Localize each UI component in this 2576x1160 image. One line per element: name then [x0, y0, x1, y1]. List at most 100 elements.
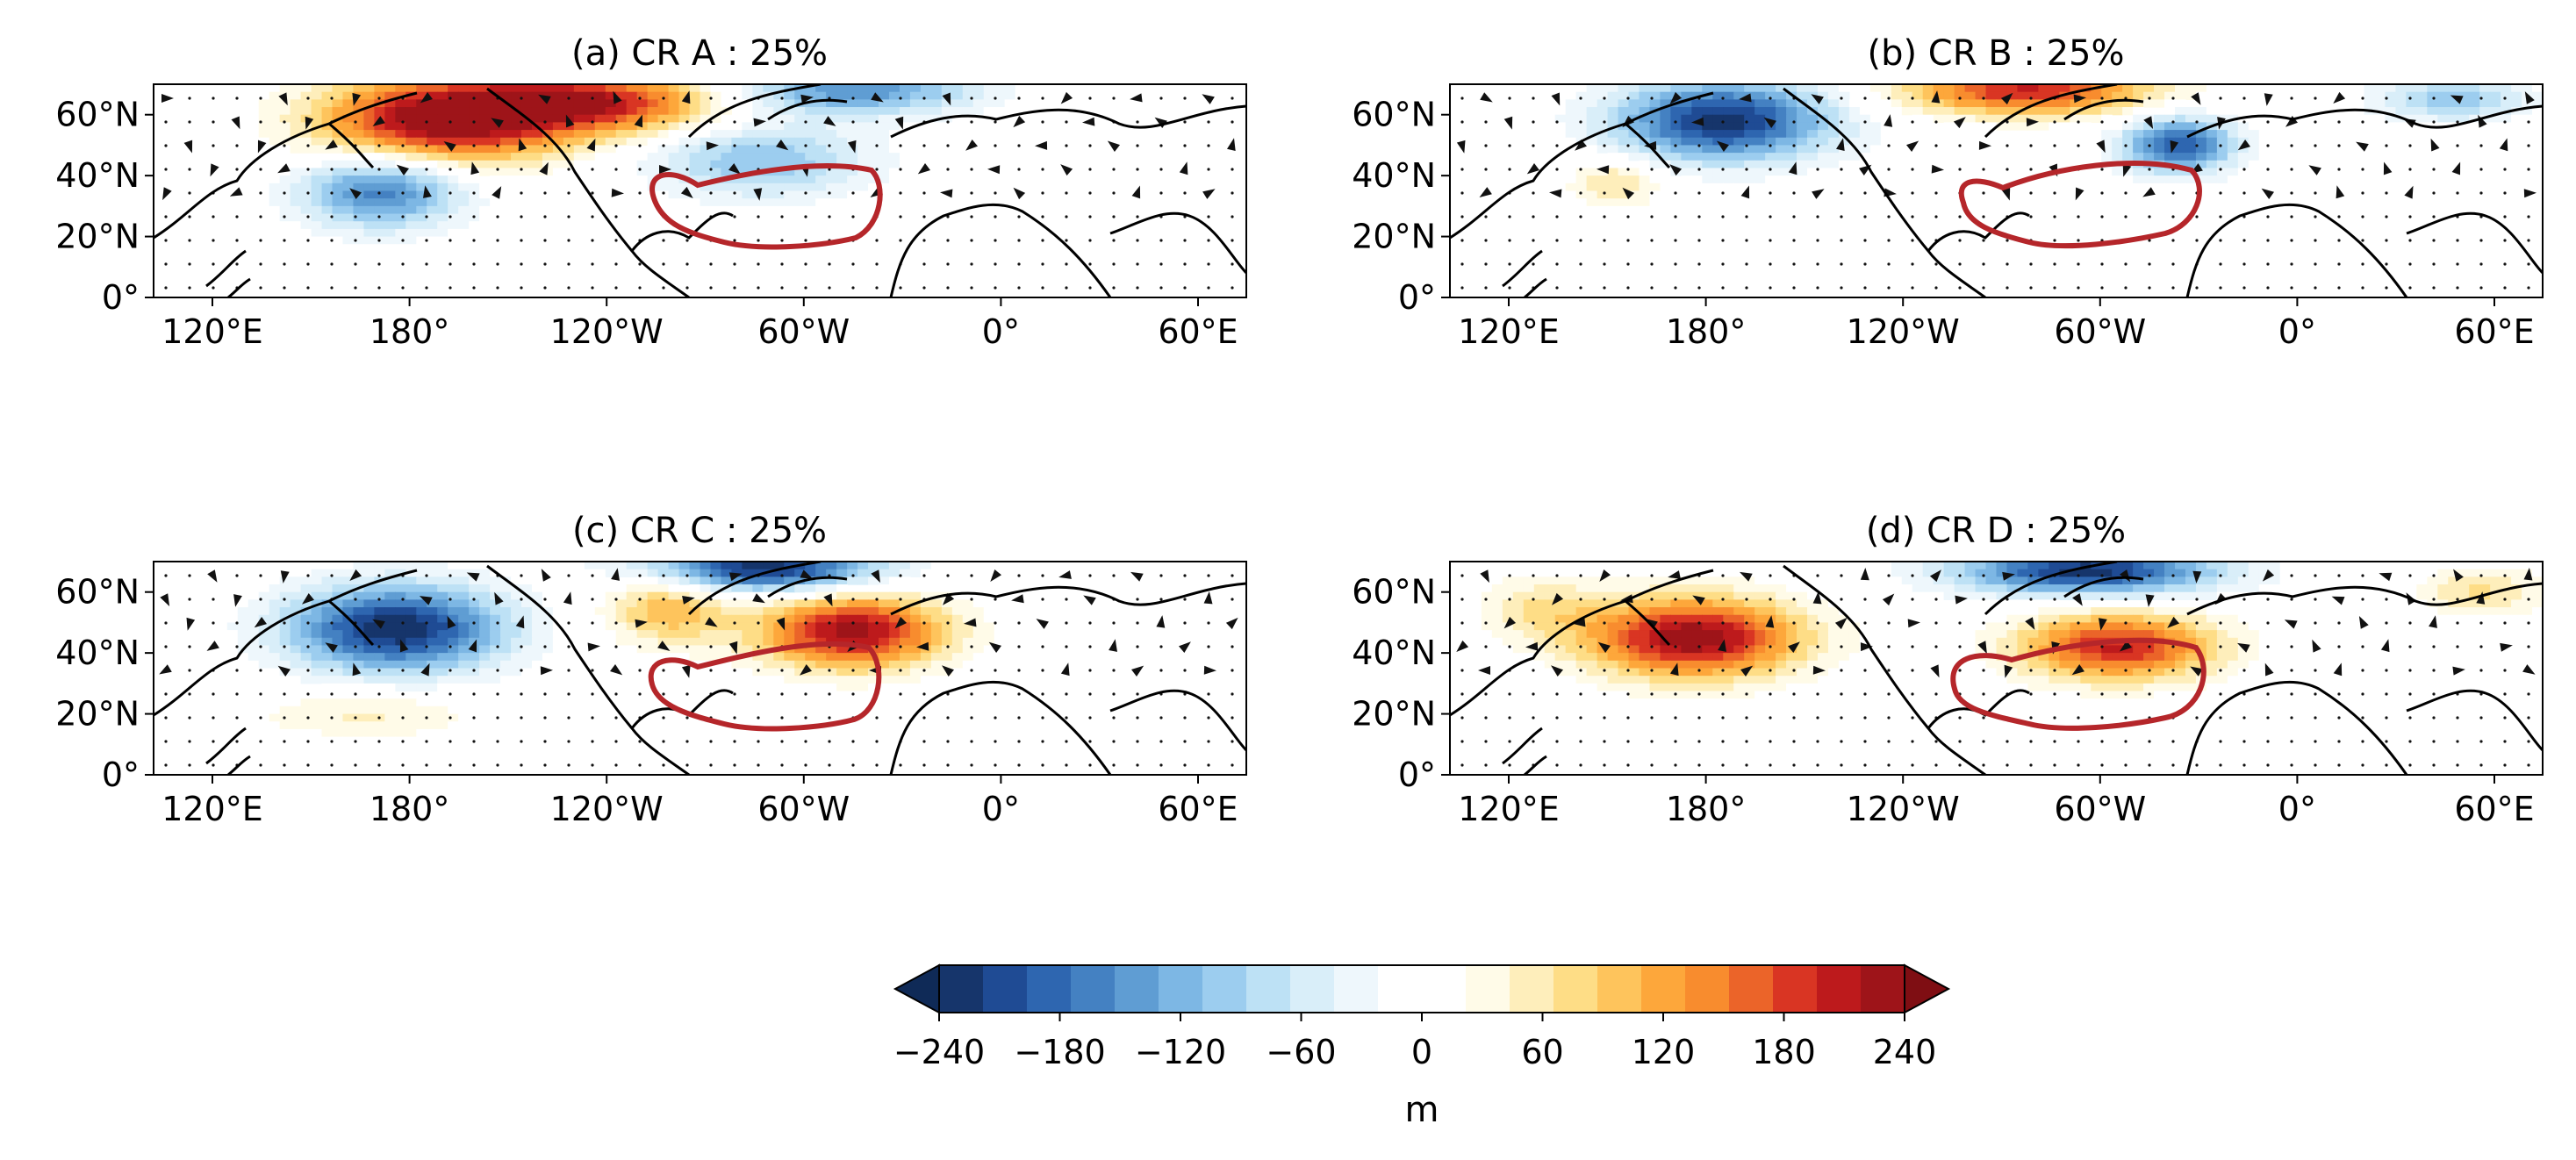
field-cell [374, 637, 385, 647]
field-cell [469, 599, 480, 608]
wind-dot [354, 763, 357, 767]
field-cell [1754, 599, 1766, 608]
field-cell [1765, 584, 1776, 593]
field-cell [1523, 584, 1535, 593]
field-cell [290, 205, 302, 215]
wind-dot [1579, 215, 1582, 218]
field-cell [1554, 591, 1567, 600]
field-cell [2237, 175, 2250, 184]
field-cell [531, 84, 543, 93]
wind-dot [685, 645, 689, 648]
field-cell [342, 607, 355, 616]
field-cell [857, 637, 869, 647]
field-cell [857, 607, 869, 616]
field-cell [731, 175, 743, 184]
wind-dot [2527, 262, 2530, 266]
field-cell [678, 569, 691, 577]
field-cell [647, 607, 659, 616]
field-cell [2248, 160, 2260, 169]
wind-dot [1088, 262, 1092, 266]
field-cell [657, 591, 670, 600]
field-cell [1681, 160, 1692, 169]
field-cell [1554, 107, 1567, 116]
field-cell [1660, 130, 1671, 139]
field-cell [1586, 576, 1598, 585]
field-cell [2101, 591, 2113, 600]
wind-dot [1065, 598, 1068, 601]
field-cell [2353, 114, 2365, 123]
field-cell [2175, 84, 2186, 93]
field-cell [647, 84, 659, 93]
wind-dot [946, 740, 950, 743]
wind-arrow [706, 141, 719, 151]
wind-dot [1555, 262, 1559, 266]
wind-dot [188, 763, 191, 767]
field-cell [899, 183, 911, 192]
field-cell [742, 205, 753, 215]
wind-vectors [161, 90, 1236, 290]
field-cell [678, 576, 691, 585]
field-cell [563, 168, 575, 176]
field-cell [1838, 122, 1850, 131]
field-cell [395, 584, 406, 593]
field-cell [542, 145, 554, 154]
wind-dot [1159, 239, 1163, 242]
field-cell [2501, 122, 2512, 131]
field-cell [542, 153, 554, 161]
field-cell [805, 660, 816, 670]
field-cell [1797, 114, 1808, 123]
field-cell [1859, 153, 1871, 161]
field-cell [531, 130, 543, 139]
wind-dot [1159, 645, 1163, 648]
field-cell [321, 569, 334, 577]
field-cell [868, 107, 879, 116]
wind-dot [212, 239, 215, 242]
field-cell [752, 614, 764, 624]
field-cell [773, 622, 785, 631]
field-cell [1712, 145, 1724, 154]
field-cell [542, 569, 554, 577]
field-cell [290, 168, 302, 176]
wind-arrow [563, 591, 572, 605]
field-cell [437, 569, 448, 577]
field-cell [1817, 137, 1829, 147]
wind-dot [946, 692, 950, 696]
wind-dot [259, 574, 262, 577]
field-cell [1607, 145, 1619, 154]
field-cell [395, 130, 406, 139]
wind-dot [638, 215, 642, 218]
field-cell [1996, 576, 2008, 585]
field-cell [2216, 153, 2228, 161]
wind-arrow [613, 90, 622, 104]
wind-dot [2171, 239, 2175, 242]
wind-dot [1041, 692, 1044, 696]
field-cell [868, 668, 879, 677]
field-cell [805, 614, 816, 624]
wind-dot [828, 763, 831, 767]
field-cell [805, 198, 816, 207]
wind-arrow [635, 619, 648, 628]
wind-dot [1603, 239, 1606, 242]
field-cell [962, 660, 974, 670]
field-cell [458, 668, 470, 677]
field-cell [1817, 84, 1829, 93]
field-cell [1880, 569, 1892, 577]
field-cell [805, 99, 816, 108]
field-cell [879, 614, 890, 624]
field-cell [2059, 562, 2070, 570]
field-cell [2017, 91, 2029, 100]
field-cell [258, 175, 270, 184]
field-cell [930, 630, 943, 639]
field-cell [1744, 576, 1755, 585]
field-cell [2195, 84, 2207, 93]
field-cell [2185, 107, 2197, 116]
wind-dot [1863, 239, 1867, 242]
field-cell [248, 122, 260, 131]
field-cell [311, 168, 323, 176]
wind-dot [2171, 97, 2175, 100]
wind-dot [259, 215, 262, 218]
wind-arrow [611, 568, 620, 581]
field-cell [678, 645, 691, 654]
field-cell [1733, 130, 1745, 139]
field-cell [332, 683, 344, 692]
